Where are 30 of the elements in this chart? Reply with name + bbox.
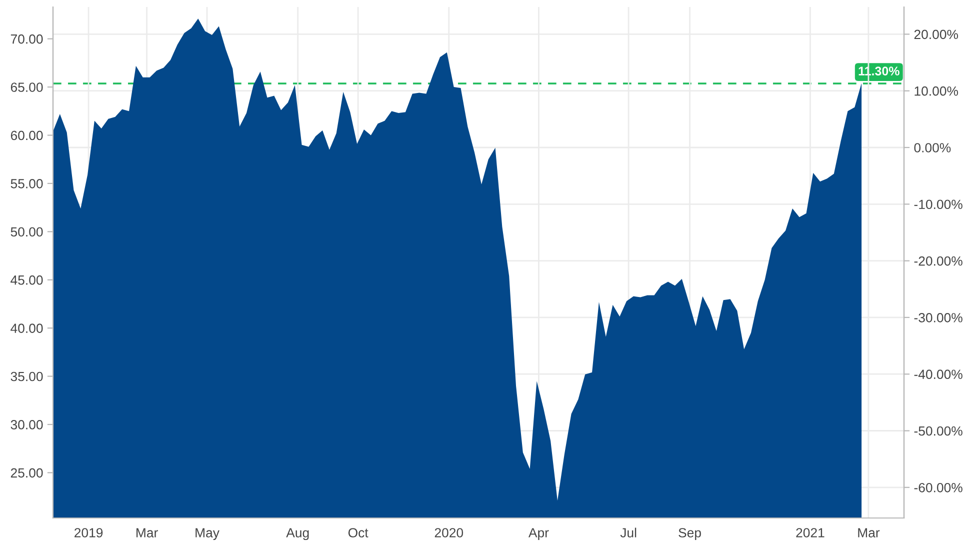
y2-tick-label: -60.00%	[914, 482, 962, 492]
y2-tick-label: -50.00%	[914, 426, 962, 436]
y2-tick-label: -40.00%	[914, 370, 962, 380]
y-tick-label: 50.00	[10, 227, 43, 237]
y-tick-label: 35.00	[10, 372, 43, 382]
x-tick-label: Mar	[136, 528, 158, 538]
y-tick-label: 65.00	[10, 82, 43, 92]
x-tick-label: 2021	[796, 528, 824, 538]
y2-tick-label: -20.00%	[914, 256, 962, 266]
x-tick-label: Aug	[286, 528, 309, 540]
y2-tick-label: 0.00%	[914, 143, 951, 152]
x-tick-label: Mar	[858, 528, 880, 538]
y-tick-label: 45.00	[10, 275, 43, 285]
x-tick-label: 2020	[434, 528, 464, 538]
y-tick-label: 25.00	[10, 468, 43, 478]
x-tick-label: Sep	[678, 528, 701, 540]
y2-tick-label: -10.00%	[914, 200, 962, 210]
x-tick-label: Oct	[348, 528, 368, 538]
y2-tick-label: 10.00%	[914, 86, 958, 96]
y-tick-label: 40.00	[10, 324, 43, 333]
y2-tick-label: 20.00%	[914, 30, 958, 40]
x-tick-label: May	[196, 528, 220, 540]
y-tick-label: 60.00	[10, 130, 43, 140]
y-tick-label: 70.00	[10, 34, 43, 44]
y-tick-label: 55.00	[10, 179, 43, 188]
y-tick-label: 30.00	[10, 420, 43, 430]
y2-tick-label: -30.00%	[914, 313, 962, 322]
x-tick-label: Jul	[620, 528, 636, 538]
x-tick-label: Apr	[528, 528, 549, 540]
x-tick-label: 2019	[74, 528, 103, 538]
